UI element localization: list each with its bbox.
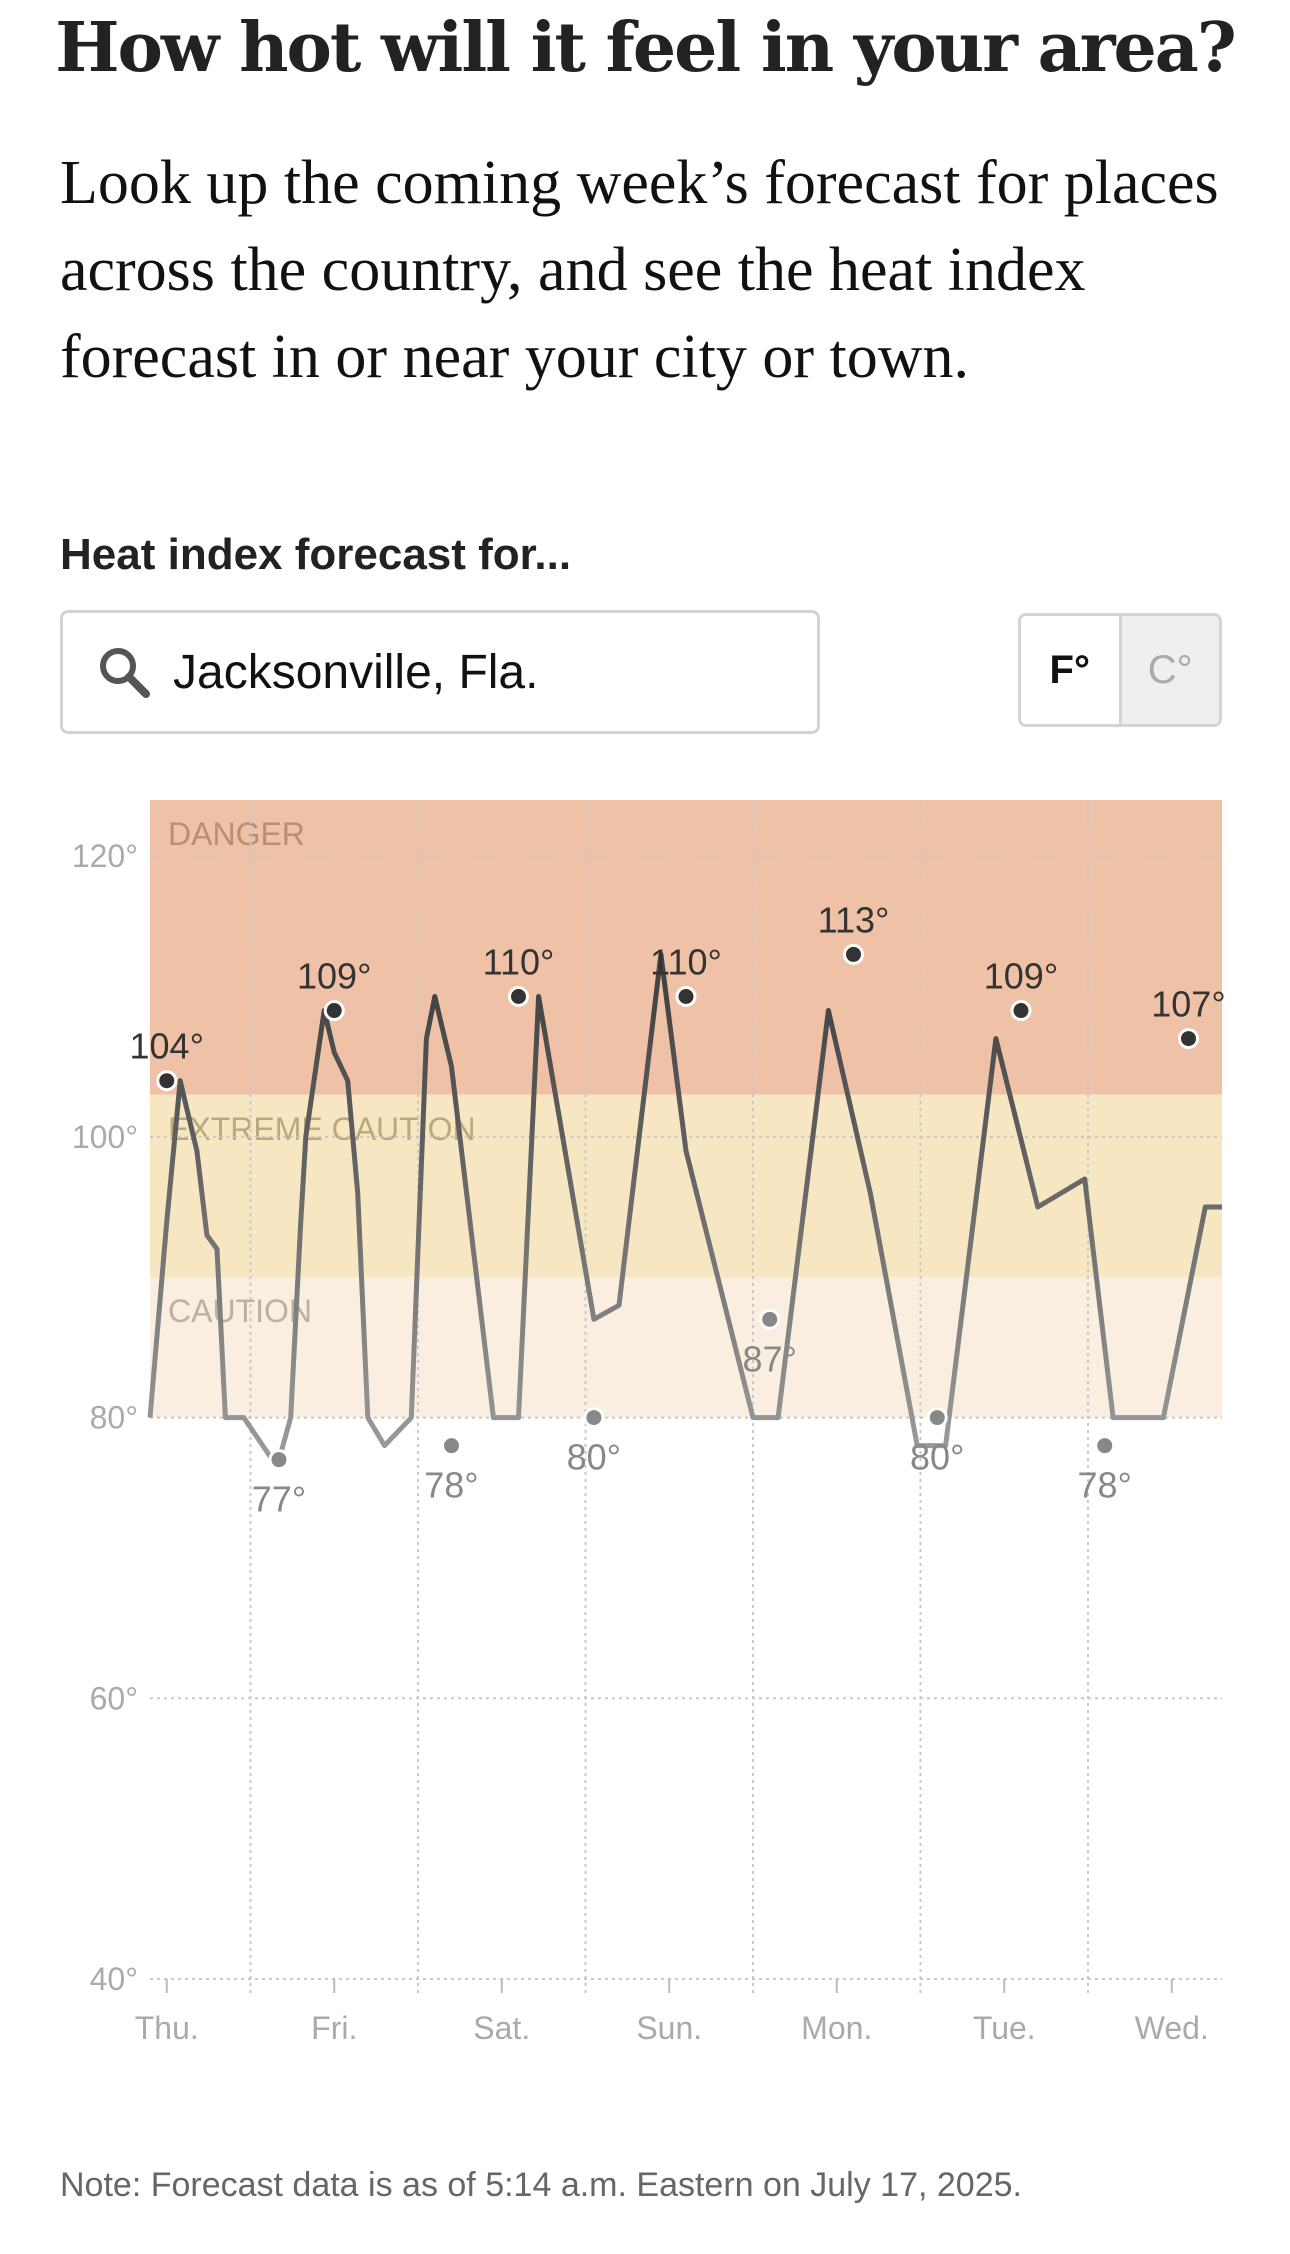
high-point [675,986,697,1007]
x-tick-label: Sat. [473,2010,530,2046]
high-point [156,1070,178,1092]
fahrenheit-button[interactable]: F° [1021,616,1119,724]
unit-toggle: F° C° [1018,613,1222,727]
search-input[interactable] [171,643,775,701]
y-tick-label: 120° [72,838,138,874]
high-label: 109° [297,956,371,997]
y-tick-label: 100° [72,1119,138,1155]
low-label: 80° [910,1437,964,1478]
x-tick-label: Tue. [973,2010,1036,2046]
y-tick-label: 60° [90,1680,138,1716]
celsius-button[interactable]: C° [1118,616,1219,724]
high-label: 110° [483,942,555,983]
x-tick-label: Thu. [135,2010,199,2046]
low-point [583,1407,605,1429]
low-label: 77° [252,1479,306,1520]
high-label: 110° [650,942,722,983]
low-point [759,1308,781,1330]
high-label: 104° [130,1026,204,1067]
high-point [323,1000,345,1022]
band-label-2: CAUTION [168,1293,312,1329]
high-label: 107° [1151,984,1225,1025]
band-label-1: EXTREME CAUTION [168,1111,476,1147]
low-label: 87° [743,1338,797,1379]
low-label: 80° [567,1437,621,1478]
low-point [1094,1435,1116,1457]
high-label: 109° [984,956,1058,997]
x-tick-label: Fri. [311,2010,357,2046]
heat-index-chart: DANGER EXTREME CAUTION CAUTION 40° 60° 80° 100… [72,800,1226,2046]
low-label: 78° [1078,1465,1132,1506]
band-1 [150,1094,1222,1278]
high-point [508,986,529,1007]
page-title: How hot will it feel in your area? [55,8,1236,88]
high-point [1178,1028,1199,1050]
x-tick-label: Wed. [1135,2010,1209,2046]
x-tick-label: Mon. [801,2010,872,2046]
y-tick-label: 80° [90,1400,138,1436]
search-box[interactable] [60,610,820,734]
series-line-0 [147,951,1222,1463]
footnote: Note: Forecast data is as of 5:14 a.m. E… [60,2166,1022,2204]
intro-text: Look up the coming week’s forecast for p… [60,149,1219,391]
low-point [441,1435,462,1457]
high-point [1010,1000,1032,1022]
band-0 [150,800,1222,1095]
high-label: 113° [818,899,890,940]
search-label: Heat index forecast for... [60,530,572,579]
search-icon [100,648,150,698]
band-2 [150,1277,1222,1418]
x-tick-label: Sun. [636,2010,702,2046]
band-label-0: DANGER [168,816,305,852]
y-tick-label: 40° [90,1961,138,1997]
low-point [268,1449,290,1471]
high-point [843,943,864,965]
low-label: 78° [424,1465,478,1506]
low-point [926,1407,948,1429]
